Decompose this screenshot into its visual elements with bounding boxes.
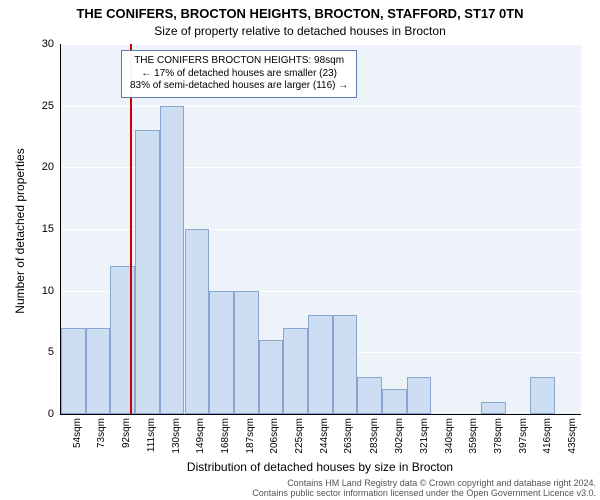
y-tick-label: 30 [42,38,54,50]
x-axis-label: Distribution of detached houses by size … [60,460,580,474]
histogram-bar [86,328,111,414]
chart-title-main: THE CONIFERS, BROCTON HEIGHTS, BROCTON, … [0,6,600,21]
x-tick-label: 111sqm [146,418,157,452]
y-tick-label: 5 [48,346,54,358]
x-tick-label: 302sqm [394,418,405,454]
footer-line-2: Contains public sector information licen… [0,488,596,498]
histogram-bar [234,291,259,414]
grid-line [61,106,581,107]
histogram-bar [135,130,160,414]
x-tick-label: 435sqm [567,418,578,454]
chart-container: THE CONIFERS, BROCTON HEIGHTS, BROCTON, … [0,0,600,500]
x-tick-label: 397sqm [518,418,529,454]
y-tick-label: 15 [42,223,54,235]
x-tick-label: 130sqm [171,418,182,454]
info-line-3: 83% of semi-detached houses are larger (… [130,80,348,93]
histogram-bar [283,328,308,414]
x-tick-label: 263sqm [343,418,354,454]
x-tick-label: 187sqm [245,418,256,454]
histogram-bar [407,377,432,414]
histogram-bar [185,229,210,414]
x-tick-label: 73sqm [96,418,107,448]
chart-title-sub: Size of property relative to detached ho… [0,24,600,38]
info-line-2: ← 17% of detached houses are smaller (23… [130,68,348,81]
info-box: THE CONIFERS BROCTON HEIGHTS: 98sqm ← 17… [121,50,357,98]
histogram-bar [382,389,407,414]
info-line-1: THE CONIFERS BROCTON HEIGHTS: 98sqm [130,55,348,68]
x-tick-label: 92sqm [121,418,132,448]
histogram-bar [209,291,234,414]
x-tick-label: 206sqm [269,418,280,454]
histogram-bar [530,377,555,414]
x-axis-ticks: 54sqm 73sqm 92sqm 111sqm 130sqm 149sqm 168sqm 1… [60,414,580,464]
x-tick-label: 283sqm [369,418,380,454]
x-tick-label: 244sqm [319,418,330,454]
histogram-bar [357,377,382,414]
x-tick-label: 321sqm [419,418,430,454]
grid-line [61,44,581,45]
y-tick-label: 0 [48,408,54,420]
subject-marker-line [130,44,132,414]
x-tick-label: 225sqm [294,418,305,454]
y-axis-ticks: 051015202530 [0,44,56,414]
x-tick-label: 54sqm [72,418,83,448]
x-tick-label: 416sqm [542,418,553,454]
x-tick-label: 359sqm [468,418,479,454]
histogram-bar [160,106,185,414]
histogram-bar [333,315,358,414]
x-tick-label: 168sqm [220,418,231,454]
y-tick-label: 10 [42,285,54,297]
footer-line-1: Contains HM Land Registry data © Crown c… [0,478,596,488]
x-tick-label: 149sqm [195,418,206,454]
y-tick-label: 20 [42,161,54,173]
x-tick-label: 378sqm [493,418,504,454]
y-tick-label: 25 [42,100,54,112]
histogram-bar [61,328,86,414]
histogram-bar [259,340,284,414]
plot-area: THE CONIFERS BROCTON HEIGHTS: 98sqm ← 17… [60,44,581,415]
histogram-bar [481,402,506,414]
x-tick-label: 340sqm [444,418,455,454]
histogram-bar [308,315,333,414]
footer: Contains HM Land Registry data © Crown c… [0,478,600,498]
